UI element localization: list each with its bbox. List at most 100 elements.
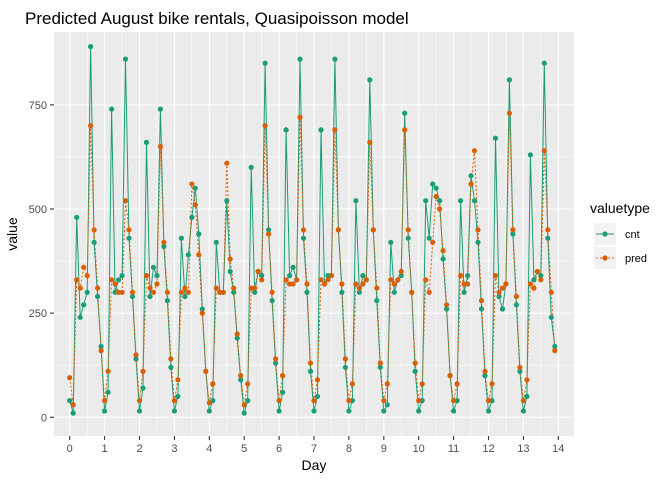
data-point-pred [307, 360, 314, 366]
data-point-pred [503, 281, 509, 287]
x-tick-label: 5 [241, 443, 247, 455]
data-point-pred [220, 289, 226, 295]
data-point-pred [412, 360, 418, 366]
data-point-pred [262, 123, 268, 129]
data-point-cnt [353, 198, 359, 204]
data-point-cnt [189, 214, 195, 220]
data-point-pred [150, 289, 157, 295]
data-point-cnt [541, 60, 547, 66]
data-point-cnt [405, 235, 411, 241]
data-point-cnt [119, 273, 125, 279]
data-point-cnt [468, 173, 474, 179]
data-point-pred [318, 277, 324, 283]
data-point-pred [332, 127, 338, 133]
data-point-pred [325, 277, 331, 283]
data-point-pred [300, 227, 307, 233]
data-point-cnt [248, 164, 254, 170]
data-point-cnt [175, 393, 181, 399]
data-point-pred [517, 364, 523, 370]
data-point-pred [395, 277, 401, 283]
data-point-cnt [492, 135, 499, 141]
data-point-cnt [74, 214, 80, 220]
y-tick-label: 250 [29, 308, 47, 320]
data-point-pred [440, 248, 446, 254]
data-point-pred [112, 281, 118, 287]
data-point-pred [356, 285, 362, 291]
data-point-pred [231, 285, 237, 291]
data-point-cnt [297, 56, 303, 62]
data-point-pred [147, 285, 153, 291]
data-point-pred [527, 281, 534, 287]
data-point-pred [105, 368, 111, 374]
data-point-cnt [496, 293, 502, 300]
data-point-cnt [391, 289, 397, 295]
data-point-pred [213, 285, 219, 291]
data-point-cnt [485, 408, 492, 414]
data-point-pred [328, 273, 334, 279]
data-point-pred [342, 356, 348, 362]
data-point-cnt [140, 385, 146, 391]
data-point-cnt [185, 252, 191, 258]
data-point-pred [203, 368, 209, 374]
data-point-pred [552, 348, 558, 354]
data-point-pred [234, 331, 240, 337]
data-point-cnt [461, 289, 467, 295]
data-point-pred [478, 298, 485, 304]
x-tick-label: 14 [552, 443, 564, 455]
x-tick-label: 11 [448, 443, 459, 455]
data-point-cnt [136, 408, 143, 414]
data-point-cnt [84, 289, 90, 295]
data-point-pred [140, 368, 146, 374]
data-point-cnt [346, 408, 352, 414]
data-point-pred [374, 285, 380, 291]
data-point-cnt [482, 373, 488, 379]
data-point-cnt [342, 364, 348, 370]
data-point-pred [189, 181, 195, 187]
data-point-pred [482, 368, 488, 374]
data-point-pred [471, 148, 478, 154]
data-point-cnt [412, 368, 418, 374]
data-point-cnt [356, 289, 362, 295]
x-tick-label: 3 [171, 443, 177, 455]
data-point-pred [402, 127, 408, 133]
x-tick-label: 9 [381, 443, 387, 455]
grid-major [54, 32, 574, 436]
data-point-cnt [402, 110, 408, 116]
data-point-cnt [318, 127, 324, 133]
data-point-cnt [192, 185, 198, 191]
data-point-pred [433, 193, 439, 200]
data-point-pred [468, 181, 474, 187]
data-point-cnt [384, 402, 390, 408]
data-point-cnt [374, 298, 380, 304]
data-point-cnt [423, 198, 429, 204]
data-point-cnt [548, 314, 554, 320]
data-point-pred [290, 281, 296, 287]
data-point-pred [199, 310, 205, 316]
data-point-pred [524, 377, 530, 383]
data-point-pred [475, 227, 481, 233]
data-point-cnt [213, 239, 219, 245]
data-point-cnt [161, 243, 167, 250]
data-point-pred [367, 139, 373, 145]
data-point-cnt [538, 273, 544, 279]
data-point-cnt [388, 239, 394, 245]
data-point-cnt [360, 273, 366, 279]
data-point-pred [206, 400, 212, 406]
data-point-pred [196, 252, 202, 258]
data-point-pred [388, 277, 394, 283]
data-point-cnt [273, 360, 279, 366]
data-point-cnt [206, 408, 212, 414]
data-point-pred [154, 281, 160, 287]
x-tick-label: 12 [482, 443, 494, 455]
data-point-pred [126, 227, 132, 233]
data-point-pred [259, 277, 265, 283]
data-point-pred [538, 277, 544, 283]
y-axis-title: value [4, 217, 20, 251]
data-point-pred [129, 289, 136, 295]
data-point-cnt [154, 273, 160, 279]
data-point-pred [136, 398, 143, 404]
data-point-pred [499, 285, 506, 291]
data-point-cnt [116, 277, 122, 283]
data-point-cnt [67, 398, 73, 404]
